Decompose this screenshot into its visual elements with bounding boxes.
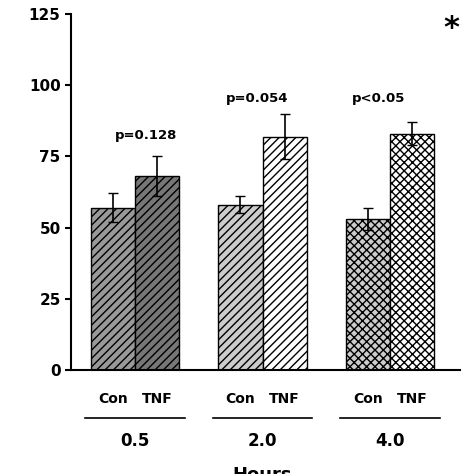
Bar bbox=[135, 176, 179, 370]
Text: 4.0: 4.0 bbox=[375, 432, 405, 450]
Text: Con: Con bbox=[353, 392, 383, 407]
Text: p=0.054: p=0.054 bbox=[226, 92, 288, 105]
Bar bbox=[346, 219, 390, 370]
Text: TNF: TNF bbox=[142, 392, 173, 407]
Text: TNF: TNF bbox=[269, 392, 300, 407]
Text: 0.5: 0.5 bbox=[120, 432, 150, 450]
Text: Con: Con bbox=[98, 392, 128, 407]
Text: Con: Con bbox=[226, 392, 255, 407]
Bar bbox=[91, 208, 135, 370]
Bar bbox=[390, 134, 434, 370]
Bar bbox=[219, 205, 263, 370]
Bar bbox=[263, 137, 307, 370]
Text: p<0.05: p<0.05 bbox=[352, 92, 405, 105]
Text: *: * bbox=[444, 14, 460, 43]
Text: Hours: Hours bbox=[233, 466, 292, 474]
Text: TNF: TNF bbox=[397, 392, 428, 407]
Text: 2.0: 2.0 bbox=[248, 432, 277, 450]
Text: p=0.128: p=0.128 bbox=[115, 129, 178, 142]
